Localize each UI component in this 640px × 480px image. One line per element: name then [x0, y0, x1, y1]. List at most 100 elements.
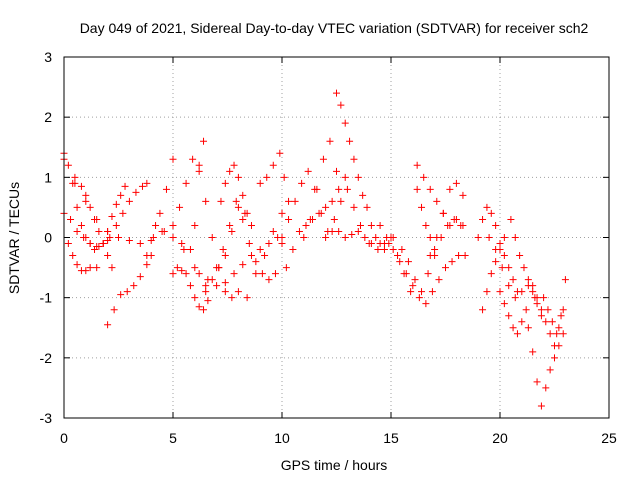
data-point	[73, 227, 81, 235]
data-point	[335, 227, 343, 235]
data-point	[359, 191, 367, 199]
data-point	[77, 221, 85, 229]
data-point	[513, 330, 521, 338]
data-point	[459, 221, 467, 229]
data-point	[343, 185, 351, 193]
data-point	[119, 209, 127, 217]
data-point	[202, 288, 210, 296]
data-point	[337, 101, 345, 109]
data-point	[553, 330, 561, 338]
data-point	[559, 330, 567, 338]
data-point	[195, 161, 203, 169]
data-point	[509, 324, 517, 332]
data-point	[71, 173, 79, 181]
data-points	[60, 89, 569, 410]
y-tick-labels: -3 -2 -1 0 1 2 3	[40, 49, 53, 426]
data-point	[195, 303, 203, 311]
x-axis-label: GPS time / hours	[281, 457, 388, 473]
data-point	[330, 215, 338, 223]
data-point	[380, 240, 388, 248]
data-point	[191, 221, 199, 229]
data-point	[232, 197, 240, 205]
data-point	[228, 227, 236, 235]
series-arc-20	[300, 137, 340, 241]
data-point	[99, 240, 107, 248]
data-point	[162, 185, 170, 193]
data-point	[123, 288, 131, 296]
series-arc-6	[104, 252, 155, 329]
series-arc-34	[529, 282, 567, 350]
y-tick-label: 3	[44, 49, 52, 65]
x-tick-label: 5	[169, 430, 177, 446]
data-point	[182, 179, 190, 187]
data-point	[239, 261, 247, 269]
series-arc-21	[333, 89, 397, 254]
series-arc-26	[426, 179, 467, 260]
data-point	[269, 227, 277, 235]
data-point	[64, 161, 72, 169]
data-point	[64, 240, 72, 248]
data-point	[278, 209, 286, 217]
data-point	[245, 240, 253, 248]
data-point	[346, 137, 354, 145]
data-point	[505, 282, 513, 290]
data-point	[524, 324, 532, 332]
data-point	[426, 185, 434, 193]
data-point	[136, 273, 144, 281]
data-point	[522, 306, 530, 314]
data-point	[93, 243, 101, 251]
data-point	[374, 246, 382, 254]
data-point	[276, 149, 284, 157]
data-point	[302, 221, 310, 229]
data-point	[442, 264, 449, 272]
data-point	[551, 354, 558, 362]
data-point	[191, 294, 199, 302]
data-point	[498, 264, 506, 272]
data-point	[82, 197, 90, 205]
data-point	[191, 264, 199, 272]
data-point	[426, 252, 434, 260]
y-tick-label: -2	[40, 350, 53, 366]
data-point	[433, 234, 441, 241]
data-point	[195, 270, 203, 278]
data-point	[265, 240, 273, 248]
data-point	[200, 137, 208, 145]
data-point	[413, 185, 421, 193]
data-point	[557, 312, 565, 320]
data-point	[108, 212, 116, 220]
data-point	[247, 252, 255, 260]
data-point	[289, 246, 297, 254]
data-point	[80, 234, 88, 241]
data-point	[219, 246, 227, 254]
data-point	[285, 215, 293, 223]
data-point	[169, 234, 177, 241]
data-point	[217, 197, 225, 205]
data-point	[485, 234, 493, 241]
data-point	[86, 264, 94, 272]
data-point	[82, 191, 90, 199]
data-point	[422, 300, 430, 308]
y-tick-label: -1	[40, 290, 53, 306]
data-point	[125, 237, 133, 245]
data-point	[376, 221, 384, 229]
series-arc-11	[169, 155, 242, 302]
series-arc-28	[474, 203, 521, 296]
data-point	[182, 270, 190, 278]
data-point	[479, 306, 487, 314]
series-arc-32	[507, 215, 545, 320]
data-point	[256, 179, 264, 187]
data-point	[407, 288, 415, 296]
data-point	[202, 282, 210, 290]
data-point	[383, 234, 391, 241]
data-point	[258, 270, 266, 278]
data-point	[189, 155, 197, 163]
data-point	[433, 197, 441, 205]
data-point	[404, 258, 412, 266]
data-point	[333, 89, 340, 97]
data-point	[548, 318, 556, 326]
data-point	[341, 234, 349, 241]
data-point	[537, 402, 545, 410]
data-point	[169, 270, 177, 278]
data-point	[396, 258, 404, 266]
